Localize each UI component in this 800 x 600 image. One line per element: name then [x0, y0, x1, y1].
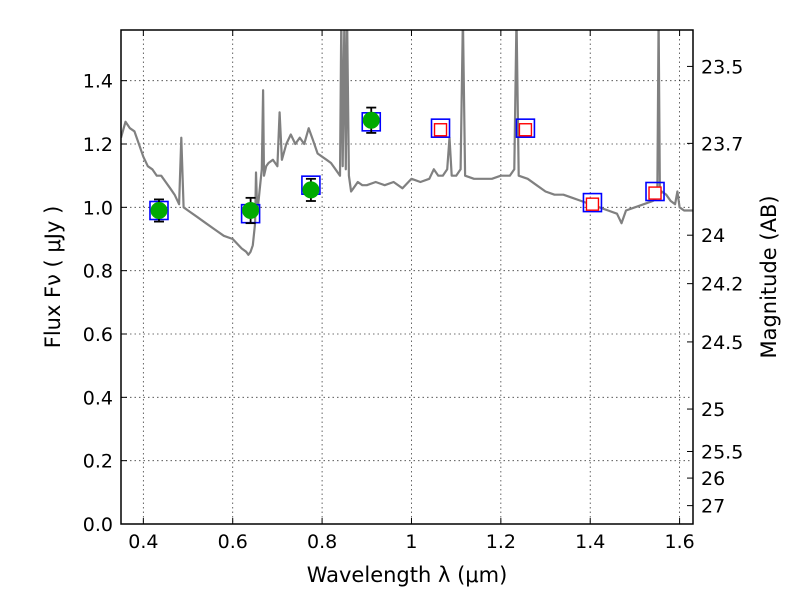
observed-point: [242, 202, 260, 219]
y-tick-label: 1.0: [83, 197, 113, 219]
x-tick-label: 1.4: [575, 531, 605, 553]
model-box-marker: [582, 192, 603, 213]
x-tick-label: 1.6: [664, 531, 694, 553]
right-tick-label: 25.5: [701, 441, 743, 463]
axis-ticks: [121, 30, 693, 525]
right-tick-label: 23.7: [701, 133, 743, 155]
y-tick-label: 1.4: [83, 71, 113, 93]
y-tick-label: 0.4: [83, 387, 113, 409]
x-tick-label: 1.2: [486, 531, 516, 553]
right-tick-label: 25: [701, 399, 725, 421]
tick-labels: 0.4 0.6 0.8 1 1.2 1.4 1.6 0.0 0.2 0.4 0.6 0.8 1.0 1.2…: [83, 56, 744, 553]
right-tick-label: 24: [701, 225, 725, 247]
ir-marker: [518, 123, 533, 137]
right-tick-label: 23.5: [701, 56, 743, 78]
right-axis-label: Magnitude (AB): [757, 195, 781, 358]
spectrum-line: [121, 30, 693, 256]
grid: [121, 30, 693, 525]
ir-marker: [648, 186, 662, 200]
x-axis-label: Wavelength λ (μm): [307, 563, 508, 587]
photometry-points: [149, 106, 665, 225]
plot-frame: [120, 29, 694, 525]
y-tick-label: 0.2: [83, 451, 113, 473]
right-tick-label: 26: [701, 468, 725, 490]
y-tick-label: 1.2: [83, 134, 113, 156]
x-tick-label: 1: [405, 531, 417, 553]
model-box-marker: [430, 118, 451, 138]
model-box-marker: [515, 118, 536, 138]
y-axis-label: Flux Fν ( μJy ): [41, 206, 65, 349]
ir-marker: [433, 123, 448, 137]
observed-point: [302, 181, 320, 199]
right-tick-label: 24.5: [701, 332, 743, 354]
ir-marker: [585, 197, 600, 211]
y-tick-label: 0.6: [83, 324, 113, 346]
right-tick-label: 24.2: [701, 274, 743, 296]
model-spectrum: [121, 30, 693, 256]
model-box-marker: [645, 181, 665, 202]
x-tick-label: 0.6: [218, 531, 248, 553]
y-tick-label: 0.0: [83, 514, 113, 536]
observed-point: [150, 202, 168, 219]
x-tick-label: 0.4: [128, 531, 158, 553]
right-tick-label: 27: [701, 496, 725, 518]
y-tick-label: 0.8: [83, 261, 113, 283]
x-tick-label: 0.8: [307, 531, 337, 553]
observed-point: [362, 111, 380, 129]
